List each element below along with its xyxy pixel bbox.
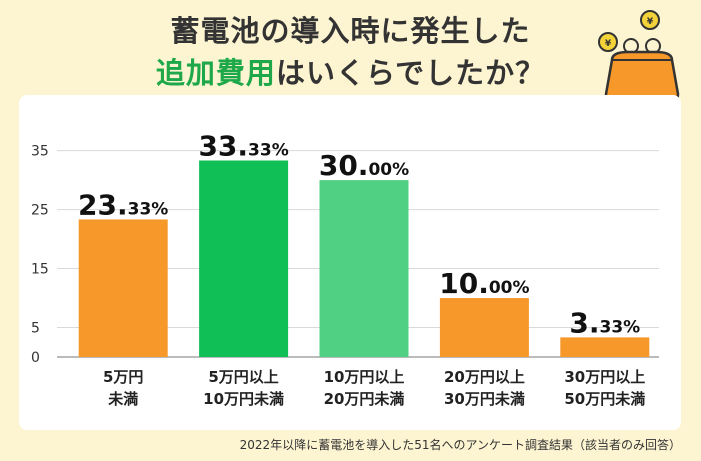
- bar: [560, 337, 650, 357]
- x-tick-label: 10万円以上 20万円未満: [324, 368, 405, 408]
- bar: [78, 219, 168, 357]
- y-tick-label: 15: [31, 262, 49, 278]
- bar: [199, 160, 289, 357]
- svg-text:¥: ¥: [647, 17, 654, 27]
- x-tick-label: 30万円以上 50万円未満: [564, 368, 645, 408]
- chart-title-line1: 蓄電池の導入時に発生した: [170, 14, 531, 48]
- data-label: 10.00%: [439, 267, 529, 300]
- data-label: 23.33%: [78, 188, 168, 221]
- title-rest: はいくらでしたか？: [275, 56, 546, 90]
- title-accent: 追加費用: [155, 56, 276, 90]
- bar: [439, 298, 529, 357]
- bar: [319, 180, 409, 357]
- svg-text:¥: ¥: [605, 39, 612, 49]
- chart-title-line2: 追加費用はいくらでしたか？: [0, 50, 701, 92]
- chart-panel: 0 5 15 25 35 23.33% 5万円未満 33.33% 5万円以上 10万円未満 30.0…: [19, 95, 681, 430]
- x-tick-label: 5万円未満: [103, 368, 143, 408]
- coin-purse-icon: ¥ ¥: [598, 10, 680, 108]
- x-tick-label: 20万円以上 30万円未満: [444, 368, 525, 408]
- bar-chart: 0 5 15 25 35 23.33% 5万円未満 33.33% 5万円以上 10万円未満 30.0…: [31, 129, 659, 408]
- y-tick-label: 25: [31, 203, 49, 219]
- footnote: 2022年以降に蓄電池を導入した51名へのアンケート調査結果（該当者のみ回答）: [239, 438, 681, 452]
- x-tick-label: 5万円以上 10万円未満: [203, 368, 284, 408]
- data-label: 30.00%: [319, 149, 409, 182]
- y-tick-label: 35: [31, 144, 49, 160]
- y-tick-label: 5: [31, 321, 40, 337]
- y-tick-label: 0: [31, 350, 40, 366]
- data-label: 33.33%: [198, 129, 288, 162]
- data-label: 3.33%: [569, 306, 640, 339]
